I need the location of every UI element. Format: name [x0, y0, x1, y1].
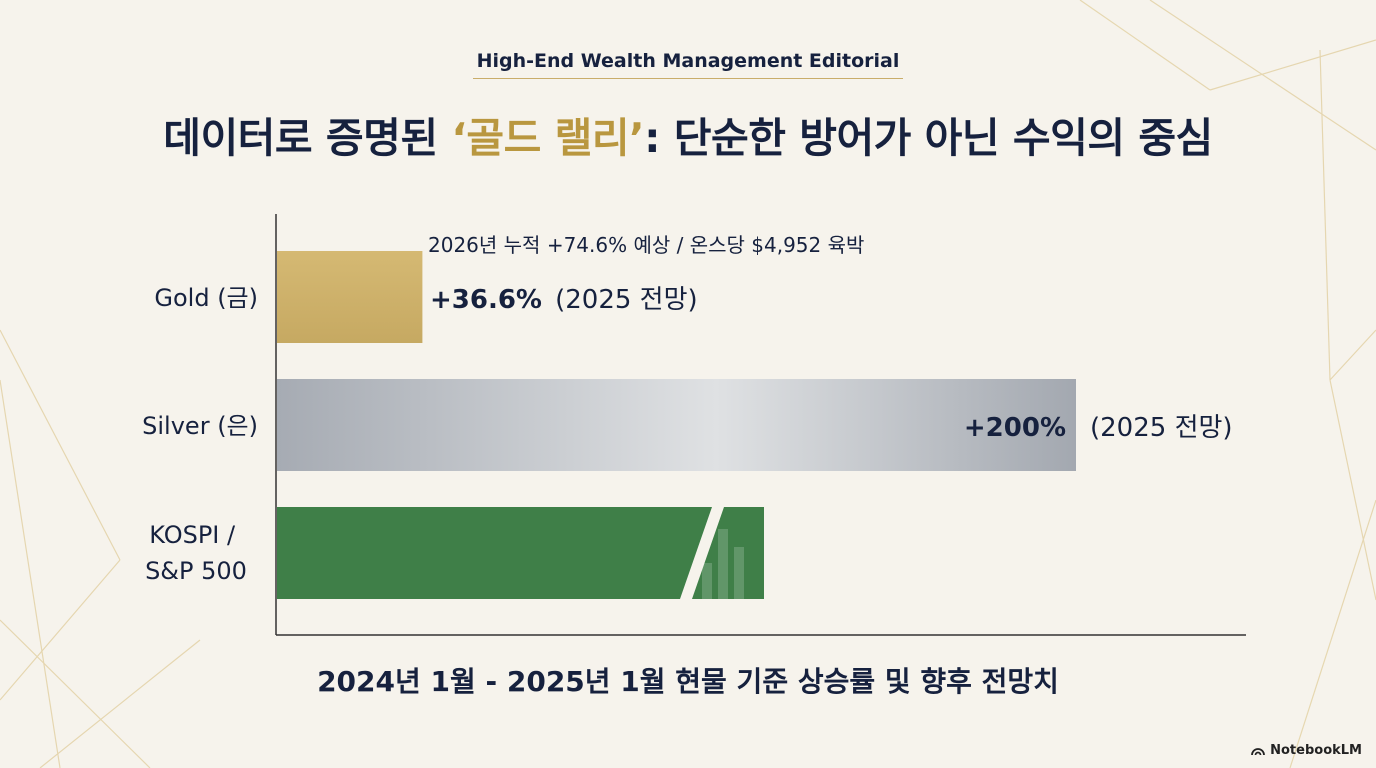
silver-value-suffix: (2025 전망): [1090, 413, 1233, 443]
gold-annotation: 2026년 누적 +74.6% 예상 / 온스당 $4,952 육박: [428, 233, 864, 257]
bar-silver: [277, 379, 1076, 471]
kicker: High-End Wealth Management Editorial: [0, 50, 1376, 79]
axis-break-ghost-bar: [734, 547, 744, 599]
axis-break-mark: [680, 507, 744, 599]
axis-break-ghost-bar: [702, 563, 712, 599]
kicker-text: High-End Wealth Management Editorial: [472, 50, 904, 79]
gold-value-suffix: (2025 전망): [555, 285, 698, 315]
category-label-gold: Gold (금): [154, 284, 258, 312]
title-part-2: : 단순한 방어가 아닌 수익의 중심: [644, 114, 1213, 162]
page-title: 데이터로 증명된 ‘골드 랠리’: 단순한 방어가 아닌 수익의 중심: [0, 104, 1376, 164]
gold-value: +36.6%: [430, 285, 542, 315]
chart-x-label: 2024년 1월 - 2025년 1월 현물 기준 상승률 및 향후 전망치: [317, 665, 1059, 698]
gold-value-label: +36.6% (2025 전망): [430, 285, 698, 315]
category-label-silver: Silver (은): [142, 412, 258, 440]
silver-value: +200%: [964, 413, 1066, 443]
title-highlight: ‘골드 랠리’: [451, 114, 645, 162]
category-label-equity: KOSPI / S&P 500: [145, 521, 247, 585]
axis-break-ghost-bar: [718, 529, 728, 599]
bar-equity: [277, 507, 764, 599]
notebooklm-logo-icon: [1251, 747, 1266, 755]
title-part-1: 데이터로 증명된: [163, 114, 452, 162]
brand-name: NotebookLM: [1270, 743, 1362, 758]
brand: NotebookLM: [1251, 743, 1362, 758]
bar-gold: [277, 251, 423, 343]
